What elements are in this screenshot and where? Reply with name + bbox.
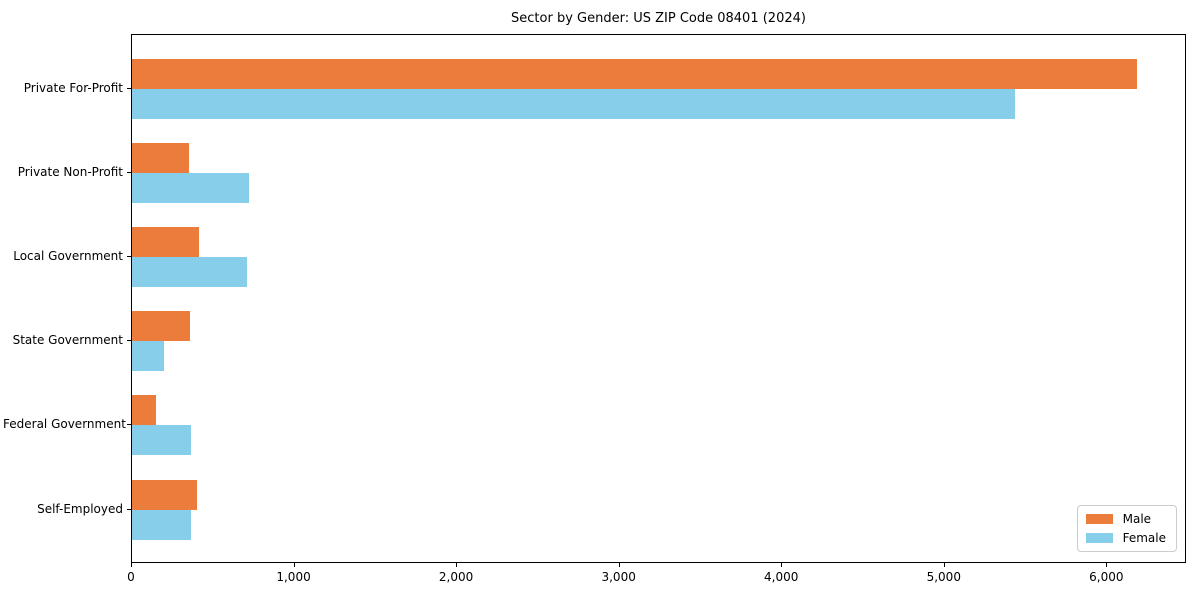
bar-female-self-employed xyxy=(132,509,192,540)
ytick-mark xyxy=(127,424,131,426)
bar-female-state-government xyxy=(132,341,164,372)
legend: Male Female xyxy=(1076,505,1177,552)
ytick-mark xyxy=(127,256,131,258)
ytick-label-local-government: Local Government xyxy=(13,249,123,264)
ytick-label-private-for-profit: Private For-Profit xyxy=(23,81,123,95)
xtick-mark xyxy=(618,563,620,567)
legend-swatch-male xyxy=(1085,514,1113,524)
xtick-mark xyxy=(456,563,458,567)
ytick-mark xyxy=(127,508,131,510)
bar-female-local-government xyxy=(132,257,248,288)
legend-label-male: Male xyxy=(1122,512,1152,526)
xtick-label-2-000: 2,000 xyxy=(438,570,474,584)
bar-male-private-non-profit xyxy=(132,143,189,174)
xtick-label-3-000: 3,000 xyxy=(601,570,636,584)
ytick-mark xyxy=(127,340,131,342)
ytick-mark xyxy=(127,172,131,174)
legend-entry-female: Female xyxy=(1085,531,1166,545)
bar-male-private-for-profit xyxy=(132,59,1137,89)
xtick-mark xyxy=(131,563,132,567)
bar-female-private-for-profit xyxy=(132,89,1015,119)
bar-female-federal-government xyxy=(132,425,191,456)
xtick-label-1-000: 1,000 xyxy=(276,570,311,584)
plot-area: Male Female xyxy=(131,34,1186,563)
bar-female-private-non-profit xyxy=(132,173,250,204)
ytick-label-self-employed: Self-Employed xyxy=(37,501,123,516)
ytick-label-federal-government: Federal Government xyxy=(3,417,126,432)
xtick-mark xyxy=(781,563,783,567)
xtick-label-5-000: 5,000 xyxy=(926,570,961,584)
xtick-mark xyxy=(1106,563,1108,567)
ytick-label-state-government: State Government xyxy=(12,333,123,348)
legend-label-female: Female xyxy=(1122,531,1166,545)
xtick-label-6-000: 6,000 xyxy=(1089,570,1124,584)
legend-swatch-female xyxy=(1085,533,1113,543)
xtick-label-0: 0 xyxy=(127,570,135,584)
xtick-label-4-000: 4,000 xyxy=(764,570,799,584)
ytick-label-private-non-profit: Private Non-Profit xyxy=(17,165,123,180)
xtick-mark xyxy=(943,563,945,567)
chart-title: Sector by Gender: US ZIP Code 08401 (202… xyxy=(511,11,806,26)
bar-male-self-employed xyxy=(132,479,198,510)
legend-entry-male: Male xyxy=(1085,512,1166,526)
xtick-mark xyxy=(293,563,295,567)
ytick-mark xyxy=(127,88,131,89)
bar-male-state-government xyxy=(132,311,190,342)
bar-male-local-government xyxy=(132,227,199,258)
bar-male-federal-government xyxy=(132,395,156,426)
